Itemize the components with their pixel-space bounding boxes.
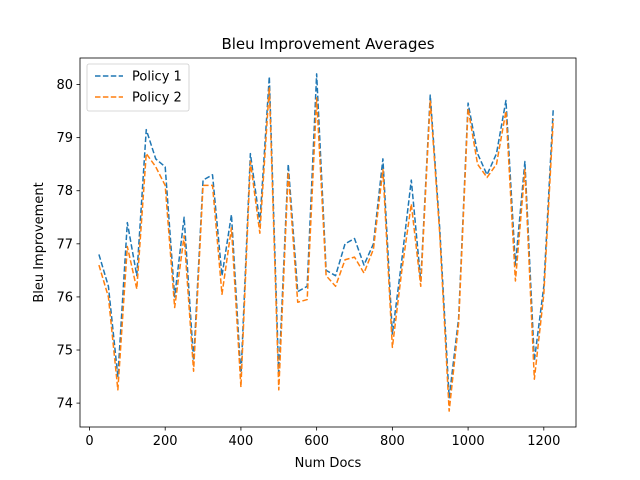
x-tick-label: 800 bbox=[380, 434, 405, 449]
y-tick-label: 75 bbox=[56, 344, 73, 359]
plot-area bbox=[80, 58, 576, 427]
x-axis-label: Num Docs bbox=[295, 456, 362, 471]
legend-label-policy-1: Policy 1 bbox=[132, 70, 182, 85]
y-axis-label: Bleu Improvement bbox=[32, 182, 47, 302]
y-tick-label: 74 bbox=[56, 397, 73, 412]
y-tick-label: 80 bbox=[56, 78, 73, 93]
x-tick-label: 600 bbox=[304, 434, 329, 449]
plot-frame bbox=[79, 57, 577, 428]
y-axis-ticks: 74 75 76 77 78 79 80 bbox=[56, 78, 80, 412]
series-line-policy-2 bbox=[98, 86, 555, 412]
y-tick-label: 79 bbox=[56, 131, 73, 146]
x-tick-label: 1200 bbox=[527, 434, 560, 449]
chart-title: Bleu Improvement Averages bbox=[221, 35, 434, 53]
legend-label-policy-2: Policy 2 bbox=[132, 91, 182, 106]
x-tick-label: 1000 bbox=[452, 434, 485, 449]
x-axis-ticks: 0 200 400 600 800 1000 1200 bbox=[85, 427, 560, 449]
x-tick-label: 200 bbox=[153, 434, 178, 449]
series-layer bbox=[98, 73, 555, 412]
x-tick-label: 400 bbox=[229, 434, 254, 449]
y-tick-label: 78 bbox=[56, 184, 73, 199]
y-tick-label: 77 bbox=[56, 237, 73, 252]
x-tick-label: 0 bbox=[85, 434, 93, 449]
y-tick-label: 76 bbox=[56, 290, 73, 305]
legend: Policy 1 Policy 2 bbox=[86, 63, 190, 112]
